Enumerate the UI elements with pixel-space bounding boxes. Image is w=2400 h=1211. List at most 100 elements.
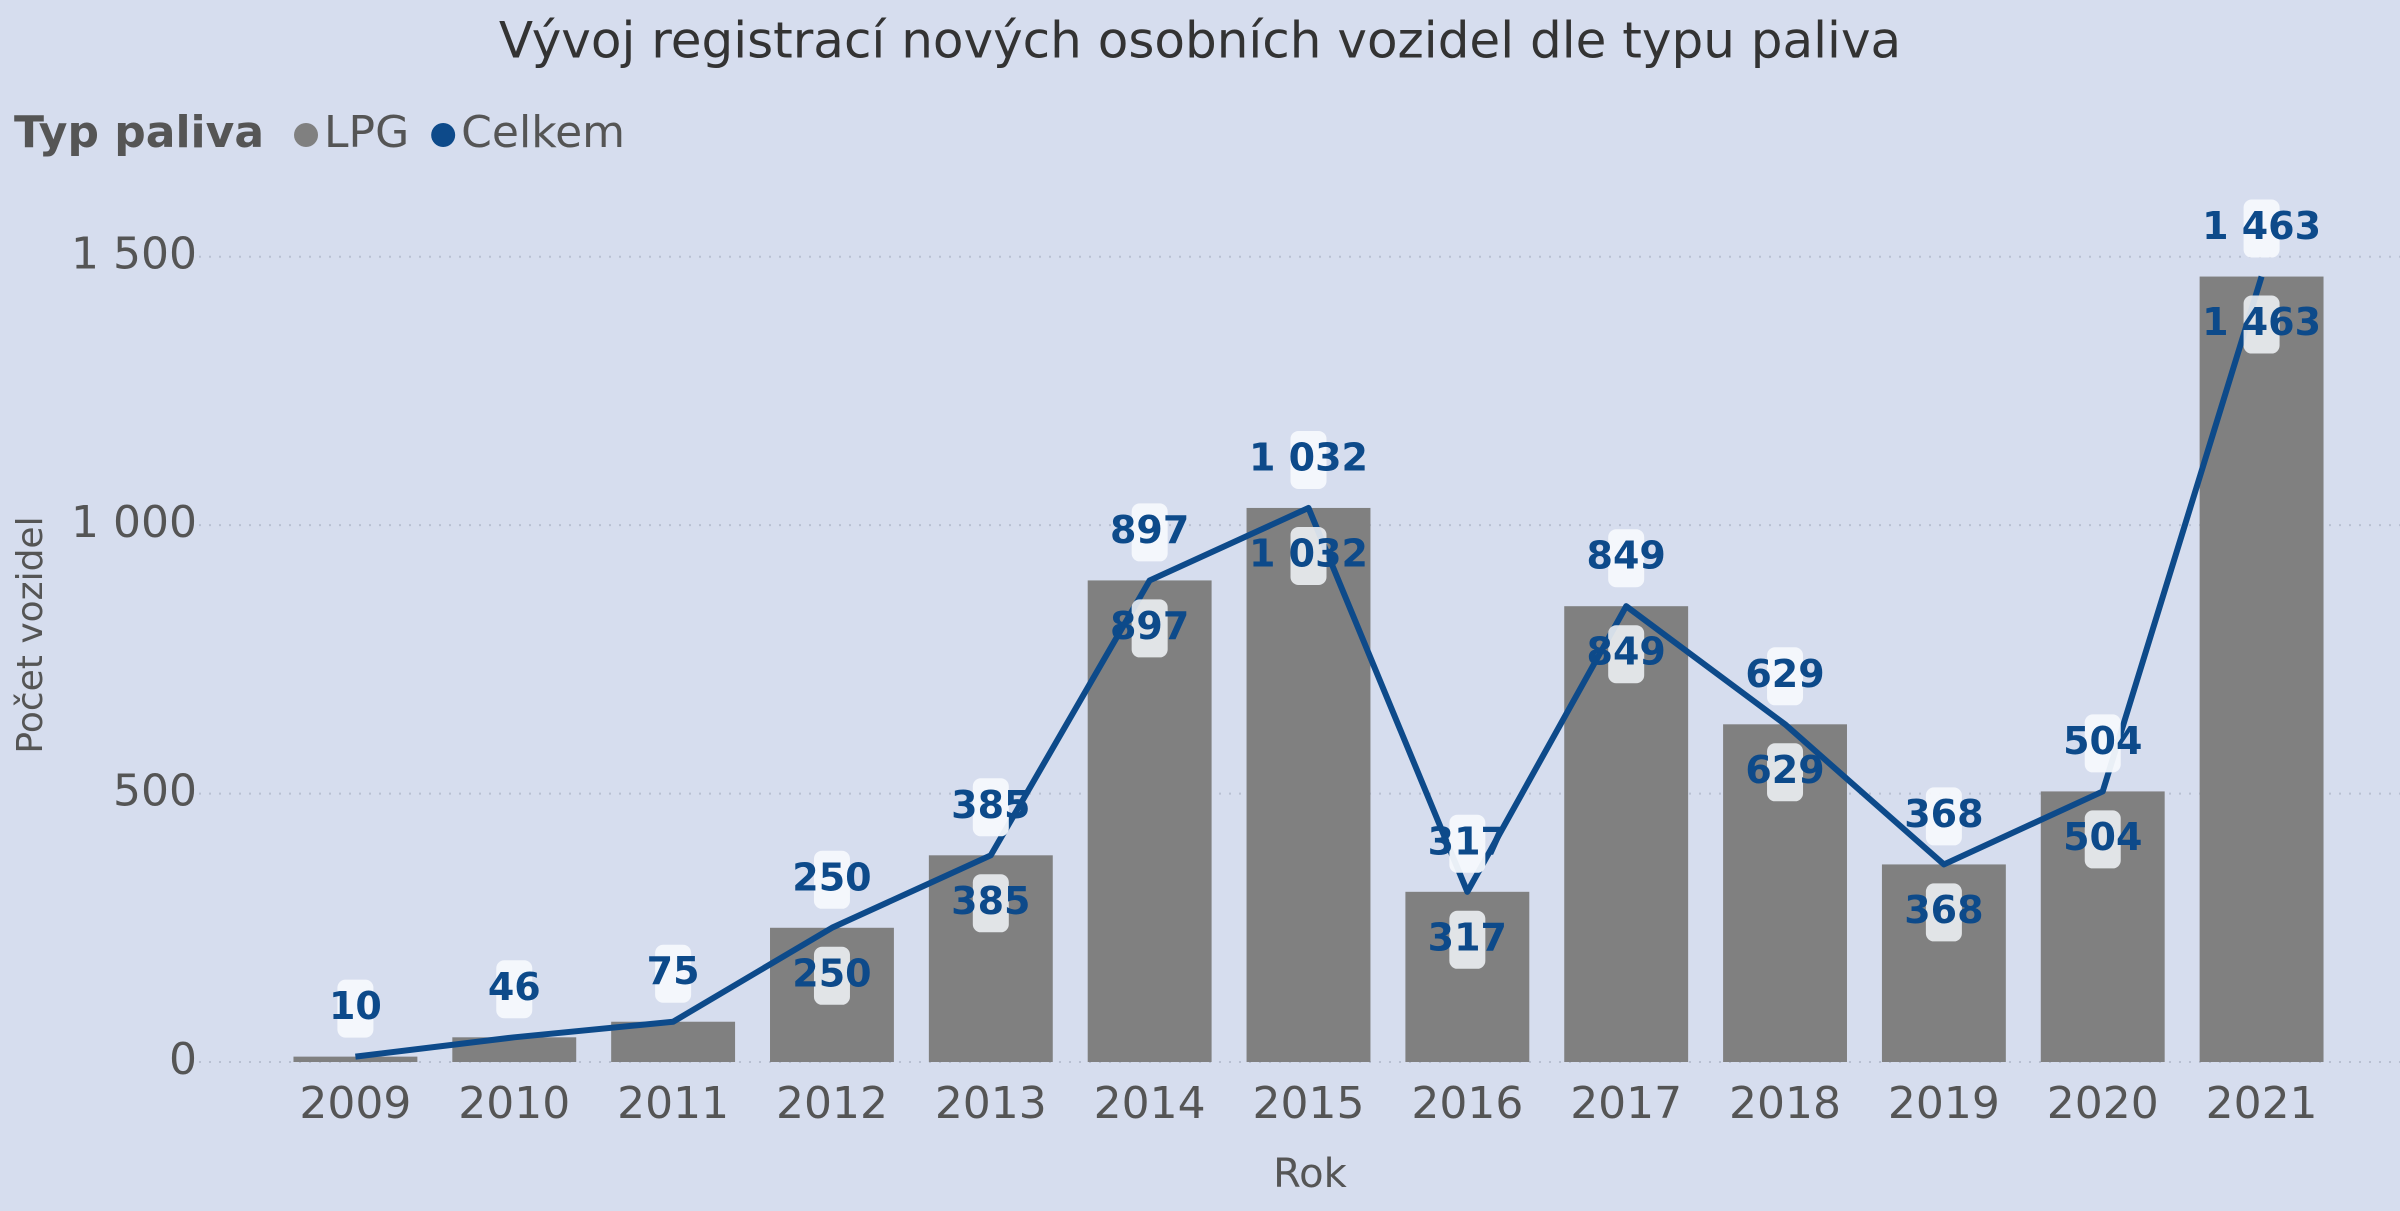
data-label-group: 897 [1110, 503, 1189, 562]
x-axis-label: Rok [1273, 1151, 1347, 1197]
data-label-group: 46 [488, 960, 541, 1019]
x-tick-label: 2017 [1570, 1078, 1682, 1129]
data-label: 629 [1745, 748, 1824, 792]
data-label-group: 250 [792, 946, 872, 1005]
x-tick-label: 2010 [458, 1078, 570, 1129]
label-box [1608, 529, 1645, 588]
data-label: 1 463 [2202, 204, 2321, 248]
label-box [2243, 295, 2280, 354]
data-label-group: 1 032 [1249, 430, 1368, 489]
data-label: 1 032 [1249, 531, 1368, 575]
data-label: 849 [1587, 534, 1666, 578]
data-label-group: 504 [2063, 714, 2142, 773]
data-label-group: 317 [1428, 814, 1507, 873]
x-tick-label: 2012 [776, 1078, 888, 1129]
bar [293, 1056, 418, 1062]
data-label: 504 [2063, 719, 2142, 763]
data-label-group: 1 463 [2202, 199, 2321, 258]
data-label-group: 368 [1904, 883, 1984, 942]
data-label: 10 [329, 984, 382, 1028]
labels: 250 385 897 1 032 317 849 629 368 504 1 463 10 46 75… [329, 199, 2321, 1038]
x-tick-label: 2013 [935, 1078, 1047, 1129]
label-box [972, 778, 1009, 837]
data-label-group: 10 [329, 979, 382, 1038]
data-label: 849 [1587, 630, 1666, 674]
data-label: 897 [1110, 604, 1189, 648]
data-label: 385 [951, 783, 1030, 827]
data-label-group: 250 [792, 850, 872, 909]
data-label: 385 [951, 879, 1030, 923]
data-label-group: 385 [951, 778, 1030, 837]
line [355, 275, 2265, 1060]
data-label-group: 368 [1904, 787, 1984, 846]
label-box [1767, 647, 1804, 706]
label-box [1449, 910, 1486, 969]
label-box [1925, 883, 1962, 942]
data-label: 46 [488, 965, 541, 1009]
chart-title: Vývoj registrací nových osobních vozidel… [499, 12, 1901, 70]
data-label: 629 [1745, 652, 1824, 696]
data-label: 250 [792, 951, 871, 995]
x-tick-label: 2019 [1888, 1078, 2000, 1129]
data-label: 250 [792, 855, 871, 899]
legend-marker [294, 123, 319, 147]
data-label-group: 629 [1745, 647, 1825, 706]
bar [1087, 580, 1212, 1062]
data-label-group: 849 [1587, 529, 1666, 588]
data-label-group: 75 [647, 944, 700, 1003]
label-box [1290, 526, 1327, 585]
label-box [1131, 599, 1168, 658]
data-label: 1 032 [1249, 435, 1368, 479]
y-tick-label: 1 000 [71, 497, 197, 548]
label-box [1608, 625, 1645, 684]
data-label: 1 463 [2202, 300, 2321, 344]
x-tick-label: 2009 [299, 1078, 411, 1129]
data-label: 368 [1904, 792, 1983, 836]
x-tick-label: 2014 [1094, 1078, 1206, 1129]
y-tick-label: 500 [113, 766, 197, 817]
data-label: 368 [1904, 888, 1983, 932]
data-label: 317 [1428, 819, 1507, 863]
x-tick-label: 2016 [1411, 1078, 1523, 1129]
label-box [655, 944, 692, 1003]
data-label-group: 1 463 [2202, 295, 2321, 354]
data-label-group: 317 [1428, 910, 1507, 969]
x-tick-label: 2018 [1729, 1078, 1841, 1129]
data-label-group: 1 032 [1249, 526, 1368, 585]
data-label-group: 504 [2063, 810, 2142, 869]
label-box [337, 979, 374, 1038]
label-box [1449, 814, 1486, 873]
label-box [496, 960, 533, 1019]
x-tick-label: 2011 [617, 1078, 729, 1129]
label-box [813, 946, 850, 1005]
label-box [2084, 810, 2121, 869]
legend-marker [431, 123, 456, 147]
label-box [2243, 199, 2280, 258]
label-box [1767, 743, 1804, 802]
bar [2199, 276, 2324, 1062]
y-tick-label: 1 500 [71, 229, 197, 280]
bar [1246, 507, 1371, 1062]
label-box [972, 874, 1009, 933]
x-tick-label: 2020 [2047, 1078, 2159, 1129]
x-tick-label: 2015 [1253, 1078, 1365, 1129]
label-box [1290, 430, 1327, 489]
data-label: 317 [1428, 915, 1507, 959]
label-box [2084, 714, 2121, 773]
data-label: 75 [647, 949, 700, 993]
data-label: 504 [2063, 815, 2142, 859]
y-tick-label: 0 [169, 1034, 197, 1085]
legend-title: Typ paliva [14, 107, 264, 158]
data-label: 897 [1110, 508, 1189, 552]
label-box [1131, 503, 1168, 562]
data-label-group: 629 [1745, 743, 1825, 802]
label-box [1925, 787, 1962, 846]
y-axis-label: Počet vozidel [10, 516, 51, 753]
legend-label: Celkem [461, 107, 625, 158]
data-label-group: 849 [1587, 625, 1666, 684]
label-box [813, 850, 850, 909]
data-label-group: 385 [951, 874, 1030, 933]
data-label-group: 897 [1110, 599, 1189, 658]
